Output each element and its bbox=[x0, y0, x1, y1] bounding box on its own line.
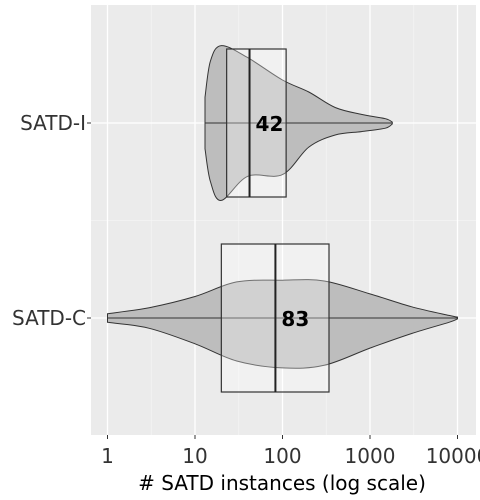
x-axis: 1 10 100 1000 10000 bbox=[101, 435, 480, 468]
x-tick-label: 1 bbox=[101, 444, 114, 468]
x-tick-label: 1000 bbox=[345, 444, 396, 468]
category-label: SATD-I bbox=[20, 111, 86, 135]
y-axis: SATD-I SATD-C bbox=[12, 111, 91, 330]
x-axis-title: # SATD instances (log scale) bbox=[138, 471, 426, 495]
category-label: SATD-C bbox=[12, 306, 86, 330]
median-label: 83 bbox=[281, 307, 309, 331]
median-label: 42 bbox=[256, 112, 284, 136]
box-iqr bbox=[226, 48, 287, 198]
x-tick-label: 10000 bbox=[426, 444, 480, 468]
x-tick-label: 100 bbox=[263, 444, 301, 468]
violin-group-satd-c: 83 bbox=[107, 243, 458, 393]
x-tick-label: 10 bbox=[182, 444, 207, 468]
violin-group-satd-i: 42 bbox=[204, 45, 393, 201]
plot-layer: 42 83 bbox=[107, 45, 458, 393]
violin-shape bbox=[107, 279, 458, 369]
